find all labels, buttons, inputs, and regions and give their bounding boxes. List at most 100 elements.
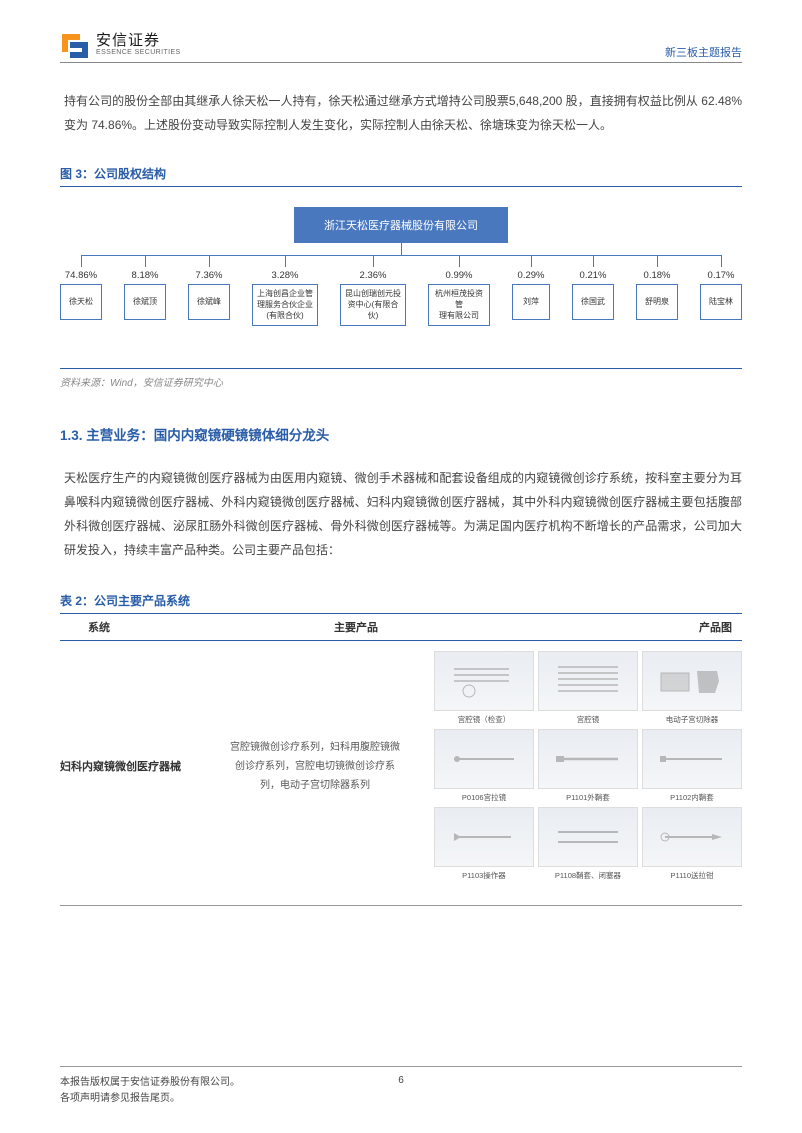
product-image-cell: P1108鞘套、闭塞器	[538, 807, 638, 881]
holder-name-box: 陆宝林	[700, 284, 742, 320]
product-image-caption: 宫腔镜	[577, 714, 600, 725]
product-image-caption: P0106宫拉镜	[462, 792, 506, 803]
holder-name-box: 徐国武	[572, 284, 614, 320]
table-col-products: 主要产品	[230, 619, 482, 635]
figure-3-source: 资料来源：Wind，安信证券研究中心	[60, 368, 742, 389]
product-image-placeholder	[538, 807, 638, 867]
product-image-placeholder	[538, 729, 638, 789]
product-image-placeholder	[434, 651, 534, 711]
table-divider	[60, 905, 742, 906]
holder-name-box: 徐斌峰	[188, 284, 230, 320]
holder-connector	[531, 255, 532, 267]
page-header: 安信证券 ESSENCE SECURITIES 新三板主题报告	[60, 30, 742, 63]
holder-connector	[285, 255, 286, 267]
table-row: 妇科内窥镜微创医疗器械 宫腔镜微创诊疗系列，妇科用腹腔镜微创诊疗系列，宫腔电切镜…	[60, 641, 742, 891]
logo-text-en: ESSENCE SECURITIES	[96, 49, 181, 56]
org-horizontal-line	[81, 255, 721, 256]
holder-name-box: 徐斌顶	[124, 284, 166, 320]
product-image-caption: P1110送拉钳	[670, 870, 713, 881]
product-image-cell: P1102内鞘套	[642, 729, 742, 803]
holder-percentage: 7.36%	[196, 270, 223, 281]
holder-percentage: 0.99%	[446, 270, 473, 281]
org-holders-row: 74.86% 徐天松 8.18% 徐斌顶 7.36% 徐斌峰 3.28% 上海创昌企业管理服务…	[60, 255, 742, 326]
section-1-3-heading: 1.3. 主营业务：国内内窥镜硬镜镜体细分龙头	[60, 424, 742, 444]
holder-col: 7.36% 徐斌峰	[188, 255, 230, 326]
holder-connector	[459, 255, 460, 267]
table-2-title: 表 2：公司主要产品系统	[60, 592, 742, 614]
holder-percentage: 0.29%	[518, 270, 545, 281]
holder-connector	[81, 255, 82, 267]
footer-copyright: 本报告版权属于安信证券股份有限公司。	[60, 1075, 240, 1091]
product-image-cell: 宫腔镜	[538, 651, 638, 725]
product-image-placeholder	[642, 807, 742, 867]
product-image-row: 宫腔镜（检查） 宫腔镜 电动子宫切除器	[420, 651, 742, 725]
product-image-placeholder	[434, 729, 534, 789]
holder-percentage: 0.21%	[580, 270, 607, 281]
holder-name-box: 上海创昌企业管理服务合伙企业(有限合伙)	[252, 284, 318, 326]
holder-percentage: 74.86%	[65, 270, 97, 281]
product-image-caption: 宫腔镜（检查）	[458, 714, 511, 725]
holder-connector	[721, 255, 722, 267]
section-1-3-para: 天松医疗生产的内窥镜微创医疗器械为由医用内窥镜、微创手术器械和配套设备组成的内窥…	[60, 466, 742, 562]
holder-col: 0.18% 舒明泉	[636, 255, 678, 326]
product-image-placeholder	[538, 651, 638, 711]
product-image-placeholder	[642, 729, 742, 789]
holder-name-box: 昆山创瑞创元投资中心(有限合伙)	[340, 284, 406, 326]
holder-connector	[373, 255, 374, 267]
holder-col: 0.21% 徐国武	[572, 255, 614, 326]
product-image-placeholder	[434, 807, 534, 867]
product-image-cell: 宫腔镜（检查）	[434, 651, 534, 725]
holder-connector	[209, 255, 210, 267]
product-image-caption: 电动子宫切除器	[666, 714, 719, 725]
product-image-cell: P1101外鞘套	[538, 729, 638, 803]
holder-col: 0.17% 陆宝林	[700, 255, 742, 326]
table-col-system: 系统	[60, 619, 230, 635]
table-2-header-row: 系统 主要产品 产品图	[60, 614, 742, 641]
holder-col: 0.29% 刘萍	[512, 255, 550, 326]
holder-name-box: 刘萍	[512, 284, 550, 320]
holder-connector	[593, 255, 594, 267]
logo-block: 安信证券 ESSENCE SECURITIES	[60, 30, 181, 60]
product-image-caption: P1102内鞘套	[670, 792, 714, 803]
holder-percentage: 3.28%	[272, 270, 299, 281]
holder-name-box: 舒明泉	[636, 284, 678, 320]
logo-text-cn: 安信证券	[96, 33, 181, 49]
product-image-caption: P1103操作器	[462, 870, 506, 881]
holder-connector	[657, 255, 658, 267]
product-image-cell: P0106宫拉镜	[434, 729, 534, 803]
holder-name-box: 徐天松	[60, 284, 102, 320]
table-col-images: 产品图	[482, 619, 742, 635]
page-footer: 本报告版权属于安信证券股份有限公司。 各项声明请参见报告尾页。 6	[60, 1066, 742, 1107]
holder-connector	[145, 255, 146, 267]
product-image-grid: 宫腔镜（检查） 宫腔镜 电动子宫切除器 P0106宫拉镜 P1101外鞘套 P1102内鞘…	[400, 651, 742, 881]
product-image-row: P0106宫拉镜 P1101外鞘套 P1102内鞘套	[420, 729, 742, 803]
holder-percentage: 0.18%	[644, 270, 671, 281]
product-image-caption: P1101外鞘套	[566, 792, 610, 803]
footer-disclaimer: 各项声明请参见报告尾页。	[60, 1091, 240, 1107]
page-number: 6	[398, 1075, 404, 1086]
intro-paragraph: 持有公司的股份全部由其继承人徐天松一人持有，徐天松通过继承方式增持公司股票5,6…	[60, 89, 742, 137]
holder-col: 3.28% 上海创昌企业管理服务合伙企业(有限合伙)	[252, 255, 318, 326]
figure-3-title: 图 3：公司股权结构	[60, 165, 742, 187]
product-image-cell: 电动子宫切除器	[642, 651, 742, 725]
holder-col: 0.99% 杭州桓茂投资管理有限公司	[428, 255, 490, 326]
holder-col: 74.86% 徐天松	[60, 255, 102, 326]
holder-percentage: 8.18%	[132, 270, 159, 281]
product-image-cell: P1103操作器	[434, 807, 534, 881]
system-name: 妇科内窥镜微创医疗器械	[60, 758, 230, 774]
company-logo-icon	[60, 30, 90, 60]
holder-percentage: 0.17%	[708, 270, 735, 281]
product-description: 宫腔镜微创诊疗系列，妇科用腹腔镜微创诊疗系列，宫腔电切镜微创诊疗系列，电动子宫切…	[230, 738, 400, 795]
org-chart: 浙江天松医疗器械股份有限公司 74.86% 徐天松 8.18% 徐斌顶 7.36% 徐斌峰…	[60, 199, 742, 338]
product-image-row: P1103操作器 P1108鞘套、闭塞器 P1110送拉钳	[420, 807, 742, 881]
holder-col: 8.18% 徐斌顶	[124, 255, 166, 326]
report-type-label: 新三板主题报告	[665, 44, 742, 60]
org-connector	[401, 243, 402, 255]
holder-col: 2.36% 昆山创瑞创元投资中心(有限合伙)	[340, 255, 406, 326]
holder-name-box: 杭州桓茂投资管理有限公司	[428, 284, 490, 326]
product-image-cell: P1110送拉钳	[642, 807, 742, 881]
product-image-caption: P1108鞘套、闭塞器	[555, 870, 621, 881]
product-image-placeholder	[642, 651, 742, 711]
holder-percentage: 2.36%	[360, 270, 387, 281]
org-company-box: 浙江天松医疗器械股份有限公司	[294, 207, 508, 243]
